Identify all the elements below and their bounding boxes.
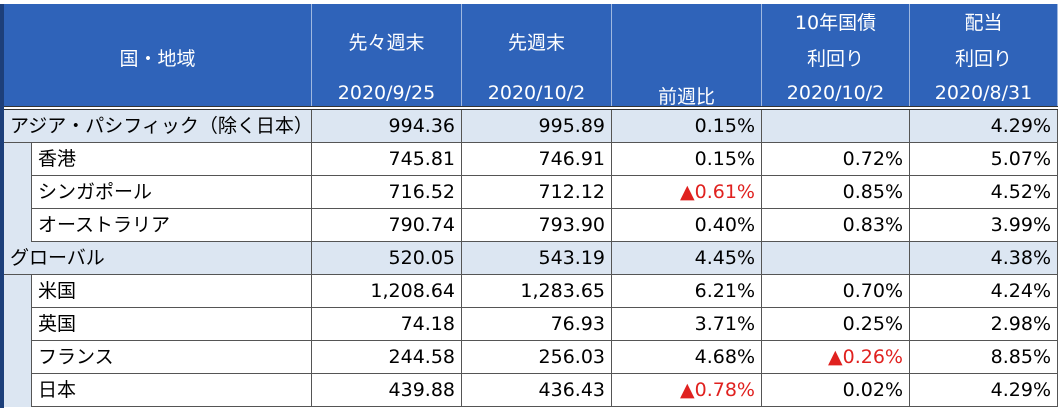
cell: 74.18 [312,308,462,341]
cell: ▲0.78% [612,374,762,407]
indent [4,275,32,308]
header-cell: 先週末 2020/10/2 [462,4,612,106]
cell [762,242,910,275]
cell: 6.21% [612,275,762,308]
cell: 4.52% [910,176,1058,209]
row-label: シンガポール [32,176,312,209]
cell: 4.29% [910,374,1058,407]
row-label: アジア・パシフィック（除く日本） [4,110,312,143]
cell: 4.38% [910,242,1058,275]
cell: 244.58 [312,341,462,374]
header-cell: 10年国債利回り 2020/10/2 [762,4,910,106]
header-cell: 前週比 [612,4,762,106]
header-cell: 配当利回り 2020/8/31 [910,4,1058,106]
header-text: 前週比 [657,86,715,106]
cell: 0.40% [612,209,762,242]
cell: 0.85% [762,176,910,209]
cell: 8.85% [910,341,1058,374]
header-text: 2020/9/25 [337,82,436,104]
cell: ▲0.26% [762,341,910,374]
cell: 0.70% [762,275,910,308]
row-label: フランス [32,341,312,374]
cell: 256.03 [462,341,612,374]
cell: 0.15% [612,143,762,176]
cell: 3.99% [910,209,1058,242]
cell: 5.07% [910,143,1058,176]
header-text: 国・地域 [119,48,196,70]
header-cell: 先々週末 2020/9/25 [312,4,462,106]
indent [4,176,32,209]
cell: 436.43 [462,374,612,407]
cell: 746.91 [462,143,612,176]
cell [762,110,910,143]
indent [4,143,32,176]
cell: 3.71% [612,308,762,341]
header-text: 先週末 [507,32,565,54]
cell: 4.68% [612,341,762,374]
cell: 1,208.64 [312,275,462,308]
cell: 994.36 [312,110,462,143]
row-label: 米国 [32,275,312,308]
cell: 995.89 [462,110,612,143]
cell: 543.19 [462,242,612,275]
cell: 4.29% [910,110,1058,143]
cell: 520.05 [312,242,462,275]
header-text: 配当 [964,12,1003,34]
cell: 0.02% [762,374,910,407]
cell: 0.15% [612,110,762,143]
cell: 712.12 [462,176,612,209]
cell: 0.72% [762,143,910,176]
cell: 4.24% [910,275,1058,308]
left-border [0,4,4,408]
header-text: 利回り [954,48,1012,70]
indent [4,374,32,407]
cell: 1,283.65 [462,275,612,308]
cell: 0.25% [762,308,910,341]
cell: 0.83% [762,209,910,242]
header-cell: 国・地域 [4,4,312,106]
cell: 4.45% [612,242,762,275]
cell: 793.90 [462,209,612,242]
cell: 2.98% [910,308,1058,341]
cell: 745.81 [312,143,462,176]
indent [4,341,32,374]
indent [4,209,32,242]
cell: 716.52 [312,176,462,209]
cell: 790.74 [312,209,462,242]
header-text: 2020/8/31 [934,82,1033,104]
row-label: 香港 [32,143,312,176]
header-text: 先々週末 [348,32,425,54]
cell: 76.93 [462,308,612,341]
header-text: 2020/10/2 [487,82,586,104]
header-text: 10年国債 [794,12,877,34]
row-label: 英国 [32,308,312,341]
row-label: グローバル [4,242,312,275]
cell: ▲0.61% [612,176,762,209]
header-rule [4,106,1058,110]
row-label: 日本 [32,374,312,407]
header-text: 2020/10/2 [786,82,885,104]
indent [4,308,32,341]
row-label: オーストラリア [32,209,312,242]
header-text: 利回り [806,48,864,70]
cell: 439.88 [312,374,462,407]
